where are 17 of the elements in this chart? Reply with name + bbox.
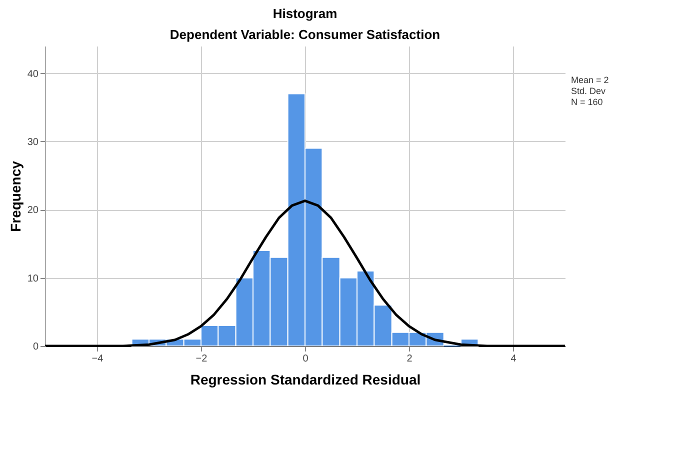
chart-subtitle: Dependent Variable: Consumer Satisfaction (170, 27, 440, 42)
y-tick-label: 10 (27, 273, 39, 284)
text: Mean = 2 (571, 75, 609, 85)
y-tick-label: 30 (27, 136, 39, 148)
y-tick-label: 20 (27, 205, 39, 216)
x-tick-label: 0 (302, 354, 309, 364)
text: N = 160 (571, 97, 603, 107)
y-tick-label: 0 (32, 342, 39, 352)
y-tick-label: 40 (27, 68, 39, 80)
chart-title: Histogram (272, 6, 338, 21)
y-axis-title: Frequency (7, 160, 24, 232)
x-axis-title: Regression Standardized Residual (190, 372, 421, 388)
x-tick-label: 4 (510, 354, 517, 364)
x-tick-label: −2 (196, 354, 208, 364)
x-tick-label: 2 (406, 354, 413, 364)
text: Std. Dev (571, 86, 606, 96)
x-tick-label: −4 (92, 354, 104, 364)
